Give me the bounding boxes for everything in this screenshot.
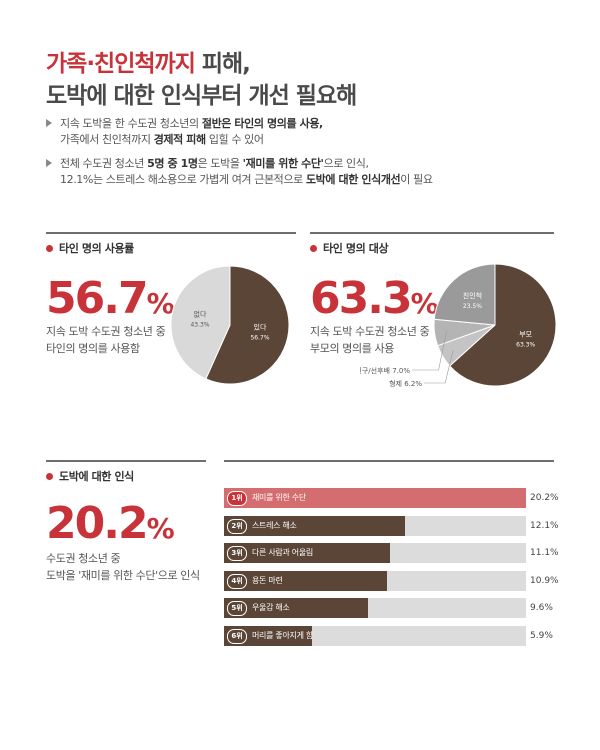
bar-value-label: 5.9% — [530, 630, 553, 641]
section-divider — [46, 460, 206, 462]
title-suffix: 피해, — [194, 51, 251, 77]
desc-line: 도박을 '재미를 위한 수단'으로 인식 — [46, 569, 200, 582]
section-heading-text: 타인 명의 대상 — [323, 242, 389, 255]
pie-leader-line — [424, 350, 454, 384]
bar-category-label: 재미를 위한 수단 — [252, 493, 306, 502]
bar-category-label: 다른 사람과 어울림 — [252, 548, 313, 557]
pie-leader-line — [412, 331, 447, 371]
big-stat-unit: % — [146, 287, 175, 320]
bar-value-label: 11.1% — [530, 548, 559, 558]
big-stat-value: 56.7 — [46, 273, 149, 324]
bullet-emphasis: 경제적 피해 — [153, 133, 206, 146]
bar-value-label: 20.2% — [530, 493, 559, 503]
section-heading-perception: 도박에 대한 인식 — [46, 468, 134, 484]
desc-line: 타인의 명의를 사용함 — [46, 342, 140, 355]
bar-value-label: 9.6% — [530, 603, 553, 613]
page-title-line2: 도박에 대한 인식부터 개선 필요해 — [46, 83, 357, 109]
bullet-emphasis: 절반은 타인의 명의를 사용, — [201, 117, 323, 130]
bullet-text: 전체 수도권 청소년 — [60, 157, 148, 170]
bar — [224, 598, 368, 618]
bullet-dot-icon — [310, 244, 317, 252]
section-divider — [46, 232, 296, 234]
bullet-2: 전체 수도권 청소년 5명 중 1명은 도박을 '재미를 위한 수단'으로 인식… — [46, 156, 433, 188]
pie-slice-label: 친인척 — [463, 291, 482, 300]
bar-category-label: 스트레스 해소 — [252, 520, 297, 530]
rank-badge: 1위 — [227, 491, 247, 506]
big-stat-unit: % — [410, 287, 439, 320]
section-heading-usage: 타인 명의 사용률 — [46, 240, 134, 256]
big-stat-unit: % — [146, 512, 175, 545]
perception-big-stat: 20.2% — [46, 502, 175, 546]
bar-value-label: 10.9% — [530, 575, 559, 586]
perception-description: 수도권 청소년 중 도박을 '재미를 위한 수단'으로 인식 — [46, 550, 200, 584]
desc-line: 수도권 청소년 중 — [46, 552, 121, 565]
pie-slice-value: 56.7% — [250, 334, 269, 341]
bullet-text: 가족에서 친인척까지 — [60, 133, 154, 146]
bullet-dot-icon — [46, 244, 53, 252]
target-description: 지속 도박 수도권 청소년 중 부모의 명의를 사용 — [310, 323, 430, 357]
bar-category-label: 우울감 해소 — [252, 603, 290, 612]
section-divider — [224, 460, 554, 462]
section-heading-target: 타인 명의 대상 — [310, 240, 389, 256]
rank-badge: 2위 — [227, 518, 247, 534]
section-heading-text: 도박에 대한 인식 — [59, 470, 134, 483]
bullet-triangle-icon — [46, 119, 52, 127]
title-highlight: 가족·친인척까지 — [46, 51, 196, 77]
section-heading-text: 타인 명의 사용률 — [59, 242, 134, 255]
bullet-dot-icon — [46, 472, 53, 480]
bullet-1: 지속 도박을 한 수도권 청소년의 절반은 타인의 명의를 사용, 가족에서 친… — [46, 116, 323, 148]
rank-badge: 4위 — [227, 573, 247, 589]
big-stat-value: 20.2 — [46, 498, 149, 549]
bullet-text: 12.1%는 스트레스 해소용으로 가볍게 여겨 근본적으로 — [60, 173, 306, 186]
bar-row: 3위 다른 사람과 어울림 11.1% — [224, 543, 594, 563]
section-divider — [310, 232, 554, 234]
pie-slice-value: 63.3% — [516, 342, 535, 349]
bullet-text: 이 필요 — [400, 173, 433, 186]
pie-slice-1 — [449, 263, 557, 387]
bar-row: 1위 재미를 위한 수단 20.2% — [224, 488, 594, 508]
desc-line: 지속 도박 수도권 청소년 중 — [310, 325, 430, 338]
page-title-line1: 가족·친인척까지 피해, — [46, 44, 251, 78]
bar-category-label: 용돈 마련 — [252, 575, 283, 585]
desc-line: 부모의 명의를 사용 — [310, 342, 394, 355]
pie-slice-label: 없다 — [194, 310, 207, 319]
bullet-text: 은 도박을 — [197, 157, 243, 170]
rank-badge: 6위 — [227, 628, 247, 644]
pie-slice-label: 있다 — [254, 322, 267, 331]
usage-big-stat: 56.7% — [46, 277, 175, 321]
bar-row: 4위 용돈 마련 10.9% — [224, 570, 594, 591]
bullet-text: 으로 인식, — [323, 157, 369, 170]
bullet-emphasis: 5명 중 1명 — [147, 157, 198, 170]
big-stat-value: 63.3 — [310, 273, 413, 324]
bullet-text: 입힐 수 있어 — [205, 133, 264, 146]
target-big-stat: 63.3% — [310, 277, 439, 321]
pie-chart-target: 부모 63.3% 형제 6.2% 친구/선후배 7.0% 친인척 23.5% — [360, 263, 557, 388]
bar-row: 6위 머리를 좋아지게 함 5.9% — [224, 625, 594, 646]
pie-slice-4 — [433, 263, 496, 326]
pie-slice-2 — [170, 265, 231, 380]
pie-slice-1 — [205, 265, 290, 385]
bar-category-label: 머리를 좋아지게 함 — [252, 630, 313, 640]
pie-slice-value: 43.3% — [190, 322, 209, 329]
desc-line: 지속 도박 수도권 청소년 중 — [46, 325, 166, 338]
pie-slice-label: 형제 6.2% — [389, 380, 422, 388]
pie-slice-label: 부모 — [519, 331, 532, 339]
bar-row: 2위 스트레스 해소 12.1% — [224, 515, 594, 536]
bar — [224, 543, 390, 563]
pie-slice-label: 친구/선후배 7.0% — [360, 366, 410, 375]
pie-chart-usage: 있다 56.7% 없다 43.3% — [170, 265, 290, 385]
usage-description: 지속 도박 수도권 청소년 중 타인의 명의를 사용함 — [46, 323, 166, 357]
rank-badge: 3위 — [227, 546, 247, 561]
bullet-triangle-icon — [46, 159, 52, 167]
bullet-emphasis: '재미를 위한 수단' — [242, 157, 324, 170]
bar-value-label: 12.1% — [530, 520, 559, 531]
bar — [224, 570, 387, 591]
rank-badge: 5위 — [227, 601, 247, 616]
bar-row: 5위 우울감 해소 9.6% — [224, 598, 594, 618]
bar — [224, 488, 526, 508]
bar — [224, 515, 405, 536]
bullet-emphasis: 도박에 대한 인식개선 — [305, 173, 401, 186]
pie-slice-value: 23.5% — [463, 303, 482, 310]
bullet-text: 지속 도박을 한 수도권 청소년의 — [60, 117, 202, 130]
